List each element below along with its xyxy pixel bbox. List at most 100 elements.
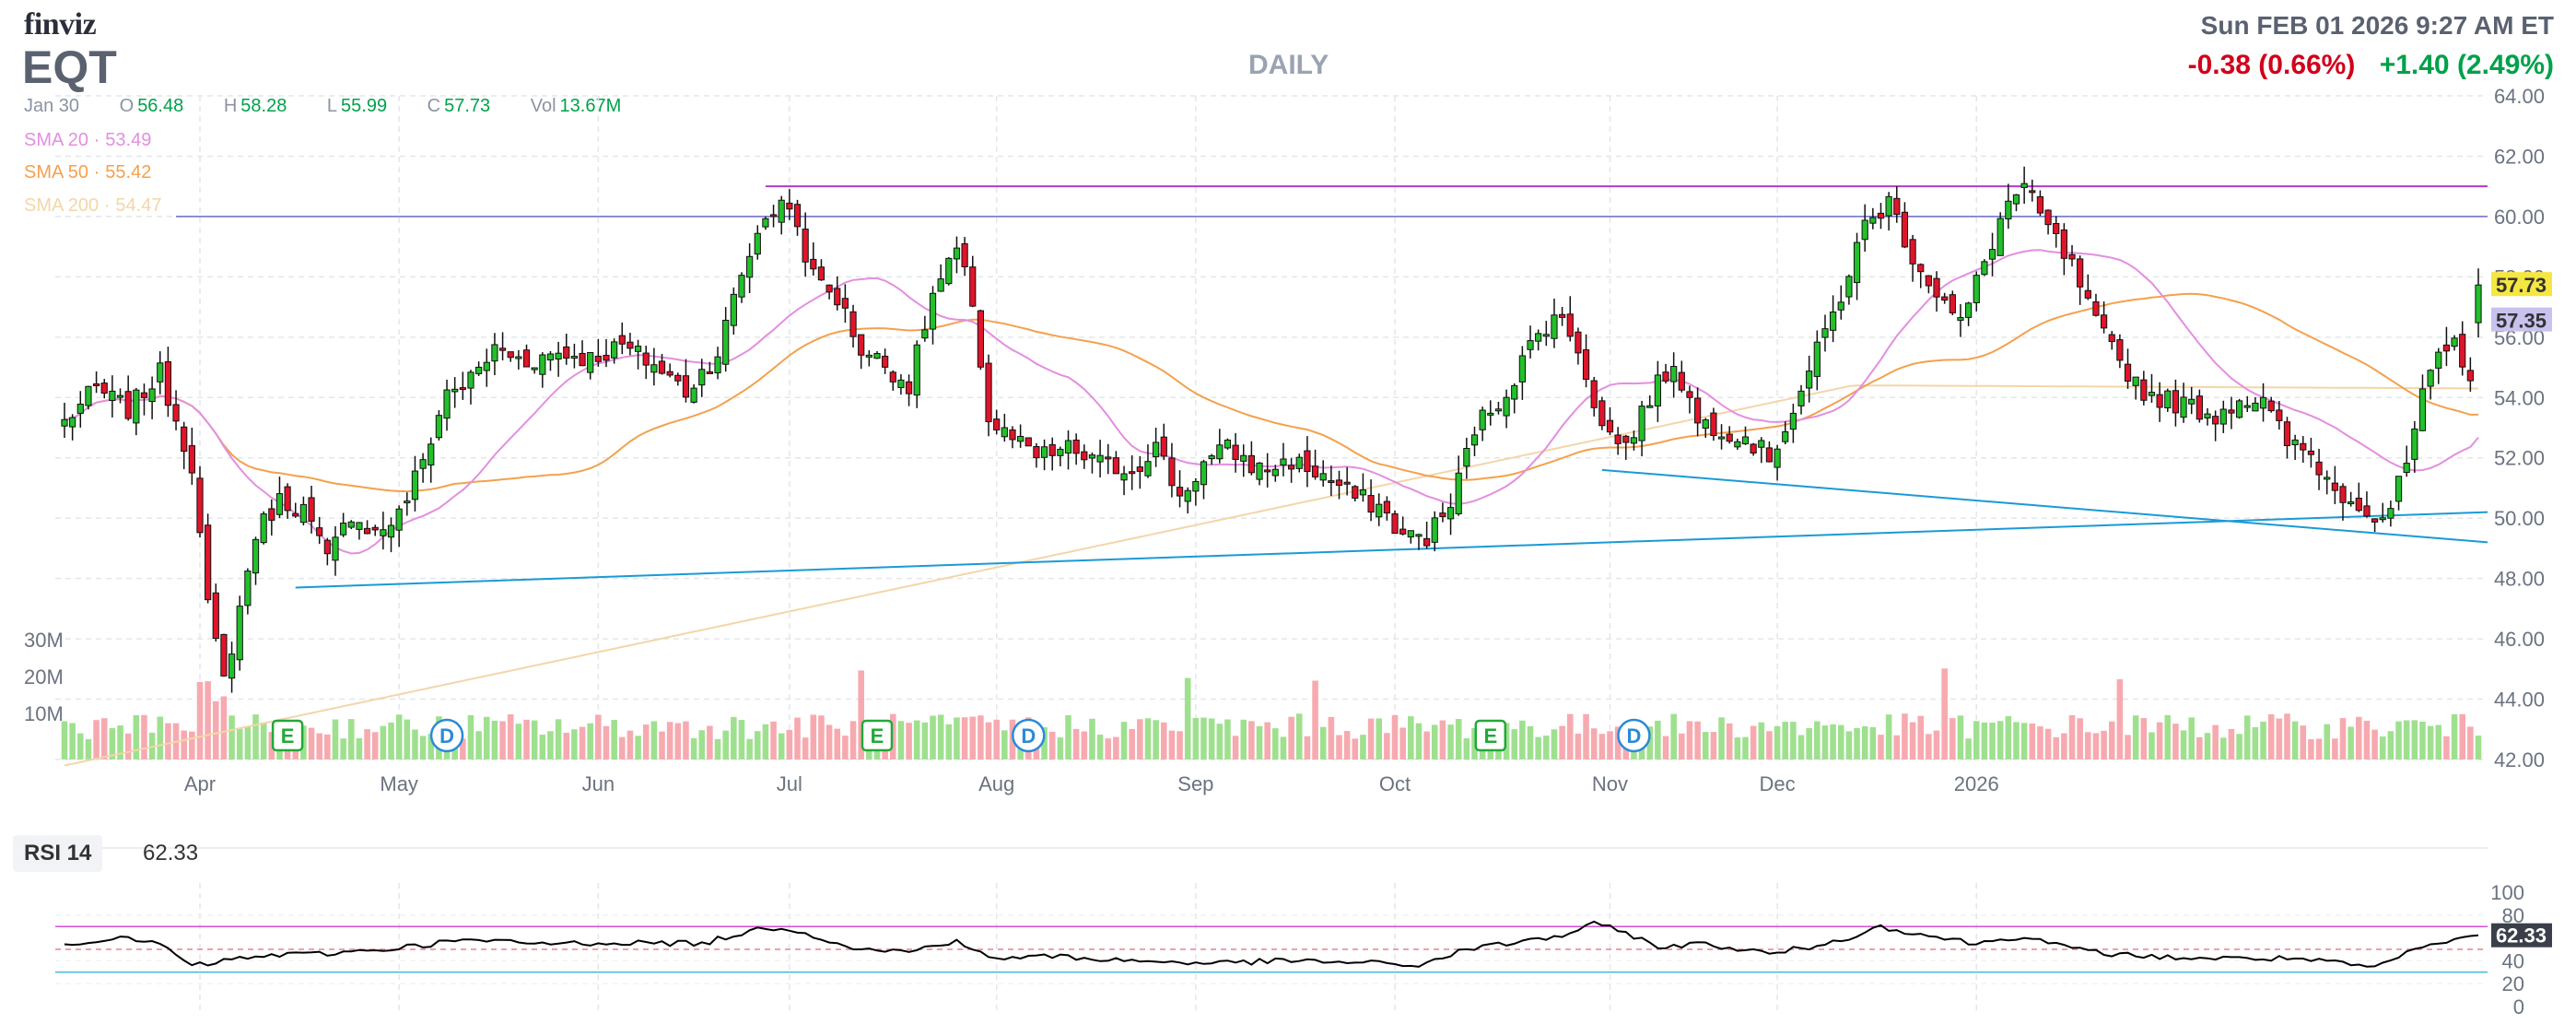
volume-bar bbox=[2332, 738, 2338, 759]
candle-body bbox=[1264, 469, 1271, 473]
candle-body bbox=[993, 418, 1001, 430]
volume-bar bbox=[515, 724, 522, 759]
candle-body bbox=[1821, 328, 1829, 338]
rsi-tick-label: 100 bbox=[2490, 881, 2524, 904]
volume-bar bbox=[2356, 716, 2362, 759]
volume-bar bbox=[1893, 735, 1901, 759]
volume-bar bbox=[698, 730, 706, 759]
volume-bar bbox=[1415, 723, 1423, 759]
candle-body bbox=[1996, 218, 2004, 256]
volume-bar bbox=[1766, 731, 1773, 759]
candle-body bbox=[316, 527, 323, 536]
candle-body bbox=[2324, 477, 2331, 480]
volume-bar bbox=[1598, 734, 1606, 759]
volume-bar bbox=[714, 738, 721, 759]
candle-body bbox=[762, 218, 769, 228]
volume-bar bbox=[133, 714, 140, 759]
volume-bar bbox=[93, 720, 100, 759]
volume-bar bbox=[1360, 735, 1366, 759]
candle-body bbox=[1981, 261, 1988, 276]
volume-bar bbox=[2315, 738, 2323, 759]
volume-bar bbox=[1917, 715, 1925, 759]
candle-body bbox=[897, 379, 905, 388]
volume-bar bbox=[961, 717, 968, 759]
descending-trendline bbox=[1601, 468, 2488, 544]
volume-bar bbox=[2363, 720, 2371, 759]
candle-body bbox=[1734, 441, 1741, 448]
candle-body bbox=[531, 367, 538, 371]
dividend-marker bbox=[429, 718, 464, 753]
volume-bar bbox=[1662, 736, 1669, 759]
candle-body bbox=[275, 493, 284, 515]
sma20-legend[interactable]: SMA 20 · 53.49 bbox=[24, 130, 152, 150]
candle-body bbox=[1551, 314, 1558, 339]
candle-body bbox=[802, 229, 809, 263]
candle-body bbox=[969, 266, 977, 307]
volume-bar bbox=[2196, 736, 2203, 759]
candle-body bbox=[1383, 500, 1390, 514]
volume-bar bbox=[642, 724, 650, 759]
candle-body bbox=[411, 470, 419, 500]
candle-body bbox=[2140, 379, 2148, 401]
sma20-line bbox=[64, 249, 2479, 555]
candlesticks bbox=[61, 166, 2482, 693]
close-label: C bbox=[427, 96, 441, 116]
candle-body bbox=[1741, 436, 1750, 444]
volume-bar bbox=[1105, 738, 1112, 759]
candle-body bbox=[1710, 412, 1717, 437]
volume-bar bbox=[1973, 721, 1980, 759]
sma200-label: SMA 200 bbox=[24, 195, 100, 216]
candle-body bbox=[260, 513, 267, 544]
candle-body bbox=[1957, 317, 1964, 321]
candle-body bbox=[323, 539, 331, 555]
candle-body bbox=[786, 202, 793, 210]
candle-body bbox=[937, 278, 944, 292]
volume-bar bbox=[2451, 714, 2458, 759]
candle-body bbox=[2427, 370, 2434, 387]
price-tick-label: 46.00 bbox=[2494, 628, 2545, 651]
rsi-label[interactable]: RSI 14 bbox=[13, 835, 103, 872]
volume-bar bbox=[1184, 677, 1191, 759]
volume-bar bbox=[1583, 713, 1589, 759]
candle-body bbox=[475, 366, 483, 374]
candle-body bbox=[1885, 195, 1892, 217]
volume-bar bbox=[1153, 720, 1159, 759]
dividend-marker bbox=[1617, 718, 1651, 753]
volume-bar bbox=[1216, 724, 1224, 759]
volume-tick-label: 10M bbox=[24, 702, 64, 725]
candle-body bbox=[332, 536, 339, 561]
candle-body bbox=[587, 352, 594, 373]
sma200-legend[interactable]: SMA 200 · 54.47 bbox=[24, 195, 162, 216]
volume-bar bbox=[491, 720, 498, 759]
candle-body bbox=[133, 389, 140, 424]
candle-body bbox=[451, 388, 459, 393]
month-label: Dec bbox=[1760, 772, 1796, 795]
candle-body bbox=[2148, 392, 2156, 396]
volume-bar bbox=[539, 735, 546, 759]
volume-bar bbox=[2005, 715, 2012, 759]
volume-bar bbox=[1431, 724, 1438, 759]
candle-body bbox=[1606, 419, 1614, 433]
volume-bar bbox=[738, 720, 745, 759]
volume-bar bbox=[1702, 732, 1709, 759]
volume-bar bbox=[778, 733, 785, 759]
candle-body bbox=[1988, 249, 1996, 260]
candle-body bbox=[212, 592, 219, 640]
candle-body bbox=[515, 356, 522, 359]
volume-bar bbox=[1551, 729, 1558, 759]
volume-bar bbox=[236, 728, 243, 759]
volume-bar bbox=[483, 716, 490, 759]
dividend-marker bbox=[1012, 718, 1046, 753]
volume-bar bbox=[683, 721, 689, 759]
candle-body bbox=[2077, 258, 2084, 288]
candle-body bbox=[299, 503, 308, 524]
rsi-line bbox=[64, 920, 2479, 968]
candle-body bbox=[2005, 200, 2012, 219]
candle-body bbox=[1120, 473, 1128, 481]
volume-bar bbox=[1072, 728, 1080, 759]
sma50-legend[interactable]: SMA 50 · 55.42 bbox=[24, 162, 152, 182]
price-tick-label: 54.00 bbox=[2494, 386, 2545, 409]
finviz-logo[interactable]: finviz bbox=[24, 7, 97, 41]
volume-bar bbox=[2459, 713, 2465, 759]
